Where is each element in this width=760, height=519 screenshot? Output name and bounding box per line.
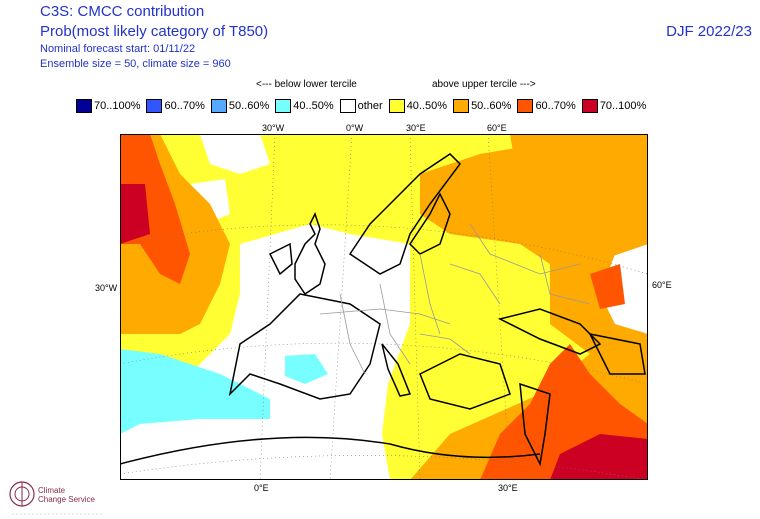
legend-label: 70..100% xyxy=(599,100,647,112)
legend-swatch xyxy=(146,99,163,113)
logo-line2: Change Service xyxy=(38,495,95,504)
probability-map xyxy=(120,134,648,480)
country-borders xyxy=(319,223,591,375)
legend-label: 40..50% xyxy=(293,100,334,112)
legend-swatch xyxy=(275,99,292,113)
legend-label: 70..100% xyxy=(94,100,141,112)
grid-label-bottom: 30°E xyxy=(498,483,518,493)
copernicus-logo xyxy=(9,481,104,515)
color-legend: 70..100% 60..70% 50..60% 40..50% other 4… xyxy=(76,99,652,113)
prob-70-100-above xyxy=(550,434,648,480)
variable-title: Prob(most likely category of T850) xyxy=(40,23,269,40)
grid-label-left: 30°W xyxy=(95,283,118,293)
legend-swatch xyxy=(453,99,470,113)
grid-label-top: 30°E xyxy=(406,123,426,133)
grid-label-top: 0°W xyxy=(346,123,364,133)
legend-label: 50..60% xyxy=(471,100,512,112)
legend-swatch xyxy=(517,99,534,113)
ensemble-size: Ensemble size = 50, climate size = 960 xyxy=(40,58,231,70)
grid-label-bottom: 0°E xyxy=(254,483,269,493)
forecast-start: Nominal forecast start: 01/11/22 xyxy=(40,43,196,55)
map-frame xyxy=(120,134,648,480)
prob-60-70-above xyxy=(120,134,190,284)
legend-label: 60..70% xyxy=(164,100,205,112)
legend-swatch xyxy=(581,99,598,113)
legend-label: 60..70% xyxy=(535,100,576,112)
legend-swatch xyxy=(76,99,92,113)
below-tercile-label: <--- below lower tercile xyxy=(256,79,357,90)
product-title: C3S: CMCC contribution xyxy=(40,3,205,20)
legend-swatch xyxy=(388,99,405,113)
prob-40-50-below xyxy=(120,349,270,434)
legend-item: 70..100% xyxy=(581,99,647,113)
legend-item: 50..60% xyxy=(453,99,511,113)
prob-60-70-above xyxy=(590,264,625,309)
legend-label: other xyxy=(357,100,383,112)
prob-other xyxy=(600,244,648,334)
grid-label-right: 60°E xyxy=(652,280,672,290)
legend-item: 40..50% xyxy=(388,99,448,113)
grid-label-top: 60°E xyxy=(487,123,507,133)
season-label: DJF 2022/23 xyxy=(666,23,752,40)
legend-item: 70..100% xyxy=(76,99,140,113)
legend-item: 50..60% xyxy=(210,99,270,113)
legend-item: other xyxy=(339,99,383,113)
above-tercile-label: above upper tercile ---> xyxy=(432,79,536,90)
legend-item: 40..50% xyxy=(275,99,334,113)
legend-swatch xyxy=(339,99,356,113)
logo-text: Climate Change Service xyxy=(38,486,95,504)
legend-label: 40..50% xyxy=(406,100,448,112)
legend-item: 60..70% xyxy=(517,99,576,113)
prob-70-100-above xyxy=(120,184,150,244)
prob-40-50-below xyxy=(285,354,328,384)
legend-item: 60..70% xyxy=(146,99,205,113)
prob-other xyxy=(200,134,270,174)
coastline xyxy=(120,153,646,467)
legend-label: 50..60% xyxy=(228,100,270,112)
logo-line1: Climate xyxy=(38,486,66,495)
grid-label-top: 30°W xyxy=(262,123,285,133)
legend-swatch xyxy=(210,99,227,113)
